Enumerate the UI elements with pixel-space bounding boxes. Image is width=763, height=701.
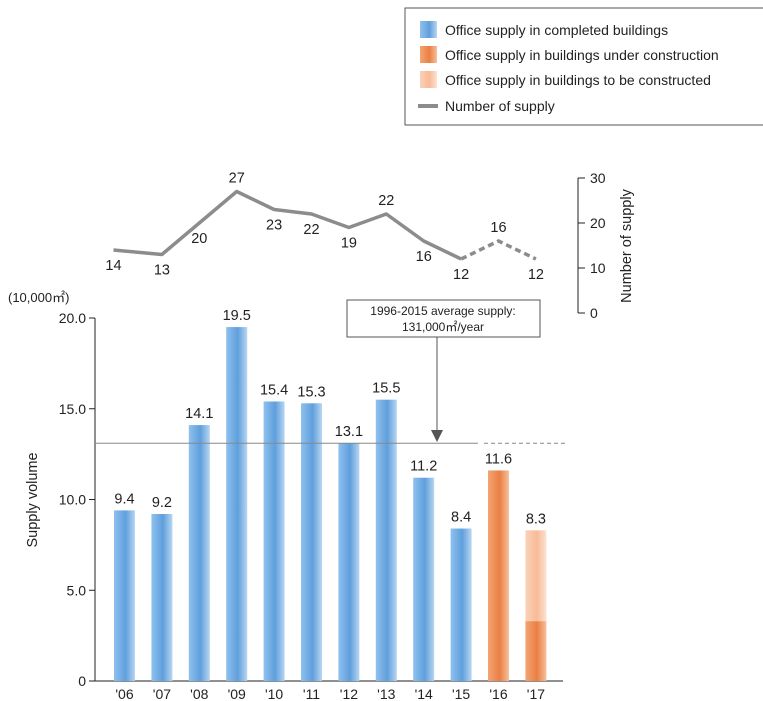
number-of-supply-series: 14 13 20 27 23 22 19 22 16 12 16 12 xyxy=(105,171,544,284)
supply-count-label: 22 xyxy=(378,193,394,209)
x-tick-label: '12 xyxy=(340,686,358,701)
supply-count-label: 12 xyxy=(528,267,544,283)
bar-value-label: 15.4 xyxy=(260,382,288,398)
bar-completed xyxy=(114,510,135,681)
legend-swatch-completed xyxy=(420,21,437,38)
bar-value-label: 8.3 xyxy=(526,511,546,527)
legend: Office supply in completed buildings Off… xyxy=(404,7,763,126)
bar-under-construction xyxy=(525,621,547,681)
x-tick-label: '09 xyxy=(228,686,246,701)
x-tick-label: '07 xyxy=(153,686,171,701)
average-reference: 1996-2015 average supply: 131,000㎡/year xyxy=(95,299,565,444)
line-y-axis-title: Number of supply xyxy=(619,188,635,302)
supply-count-line-actual xyxy=(113,189,462,261)
x-axis-labels: '06 '07 '08 '09 '10 '11 '12 '13 '14 '15 '16 '17 xyxy=(115,686,545,701)
bar-under-construction xyxy=(488,470,509,681)
line-y-tick-label: 20 xyxy=(590,215,606,231)
bar-value-label: 11.2 xyxy=(410,459,437,475)
supply-count-line-forecast xyxy=(460,239,537,261)
legend-label-under-construction: Office supply in buildings under constru… xyxy=(445,47,719,63)
supply-count-label: 16 xyxy=(490,220,506,236)
supply-count-label: 14 xyxy=(105,258,121,274)
supply-count-label: 13 xyxy=(154,263,170,279)
supply-count-label: 19 xyxy=(341,236,357,252)
legend-label-number-of-supply: Number of supply xyxy=(445,98,555,114)
x-tick-label: '08 xyxy=(190,686,208,701)
line-y-tick-label: 30 xyxy=(590,170,606,186)
x-tick-label: '13 xyxy=(377,686,395,701)
supply-count-label: 20 xyxy=(191,231,207,247)
supply-count-label: 22 xyxy=(303,222,319,238)
supply-count-label: 23 xyxy=(266,218,282,234)
x-tick-label: '06 xyxy=(115,686,133,701)
legend-swatch-under-construction xyxy=(420,46,437,63)
bar-completed xyxy=(188,425,210,681)
bar-y-axis: 0 5.0 10.0 15.0 20.0 (10,000㎡) Supply volume xyxy=(8,290,563,689)
bar-value-label: 15.5 xyxy=(372,381,400,397)
bar-completed xyxy=(226,327,248,681)
average-callout-box xyxy=(346,299,541,338)
bar-value-label: 15.3 xyxy=(297,384,325,400)
bar-y-tick-label: 5.0 xyxy=(67,582,87,598)
bar-y-tick-label: 0 xyxy=(78,673,86,689)
legend-swatch-to-be-constructed xyxy=(420,71,437,88)
bar-value-label: 9.4 xyxy=(114,491,134,507)
x-tick-label: '16 xyxy=(489,686,507,701)
supply-count-label: 12 xyxy=(453,267,469,283)
x-tick-label: '10 xyxy=(265,686,283,701)
supply-count-label: 27 xyxy=(229,171,245,187)
bar-to-be-constructed xyxy=(525,530,547,622)
x-tick-label: '15 xyxy=(452,686,470,701)
x-tick-label: '11 xyxy=(303,686,320,701)
bar-completed xyxy=(338,443,360,681)
bar-value-label: 13.1 xyxy=(335,424,363,440)
line-y-axis: 0 10 20 30 Number of supply xyxy=(577,170,635,321)
bar-completed xyxy=(413,477,435,681)
legend-frame xyxy=(404,7,763,126)
bars-layer: 9.4 9.2 14.1 19.5 15.4 15.3 13.1 15.5 11.2 8.4 11.… xyxy=(114,308,547,681)
bar-completed xyxy=(263,401,285,681)
supply-count-label: 16 xyxy=(416,249,432,265)
legend-label-completed: Office supply in completed buildings xyxy=(445,22,668,38)
bar-y-tick-label: 15.0 xyxy=(59,401,86,417)
legend-label-to-be-constructed: Office supply in buildings to be constru… xyxy=(445,72,711,88)
line-y-tick-label: 0 xyxy=(590,305,598,321)
x-tick-label: '17 xyxy=(527,686,545,701)
bar-value-label: 8.4 xyxy=(451,510,471,526)
bar-y-axis-title: Supply volume xyxy=(25,452,41,547)
bar-value-label: 11.6 xyxy=(485,451,512,467)
bar-value-label: 9.2 xyxy=(152,495,172,511)
average-callout-line2: 131,000㎡/year xyxy=(402,320,484,334)
bar-y-tick-label: 10.0 xyxy=(59,492,86,508)
average-callout-arrow-head xyxy=(431,430,443,442)
bar-unit-label: (10,000㎡) xyxy=(8,290,69,305)
bar-completed xyxy=(450,528,472,681)
bar-value-label: 19.5 xyxy=(223,308,251,324)
bar-y-tick-label: 20.0 xyxy=(59,310,86,326)
bar-completed xyxy=(301,403,322,681)
bar-value-label: 14.1 xyxy=(185,406,213,422)
average-callout-line1: 1996-2015 average supply: xyxy=(370,304,515,318)
bar-completed xyxy=(375,399,397,681)
x-tick-label: '14 xyxy=(415,686,433,701)
line-y-tick-label: 10 xyxy=(590,260,606,276)
bar-completed xyxy=(151,514,173,681)
